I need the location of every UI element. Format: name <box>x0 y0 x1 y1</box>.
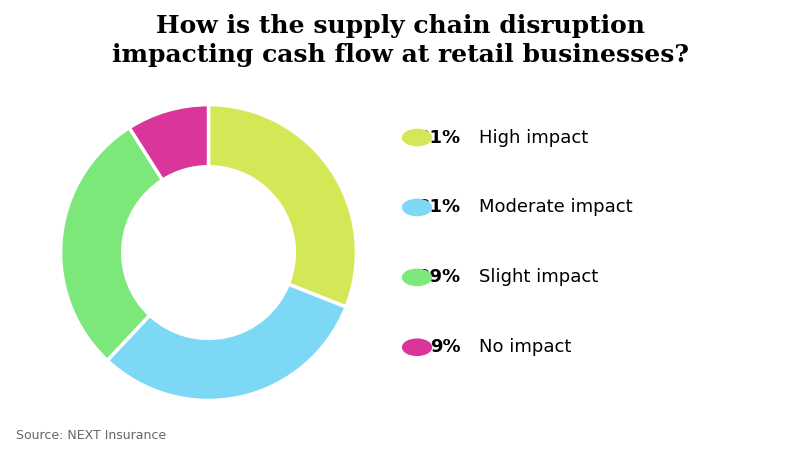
Wedge shape <box>61 128 163 360</box>
Wedge shape <box>209 105 356 307</box>
Text: Moderate impact: Moderate impact <box>479 198 633 216</box>
Text: Slight impact: Slight impact <box>479 268 598 286</box>
Text: No impact: No impact <box>479 338 571 356</box>
Text: How is the supply chain disruption
impacting cash flow at retail businesses?: How is the supply chain disruption impac… <box>112 14 690 67</box>
Text: 9%: 9% <box>431 338 461 356</box>
Text: 29%: 29% <box>418 268 461 286</box>
Wedge shape <box>107 284 346 400</box>
Wedge shape <box>129 105 209 180</box>
Text: High impact: High impact <box>479 129 588 147</box>
Text: 31%: 31% <box>418 198 461 216</box>
Text: 31%: 31% <box>418 129 461 147</box>
Text: Source: NEXT Insurance: Source: NEXT Insurance <box>16 429 166 442</box>
